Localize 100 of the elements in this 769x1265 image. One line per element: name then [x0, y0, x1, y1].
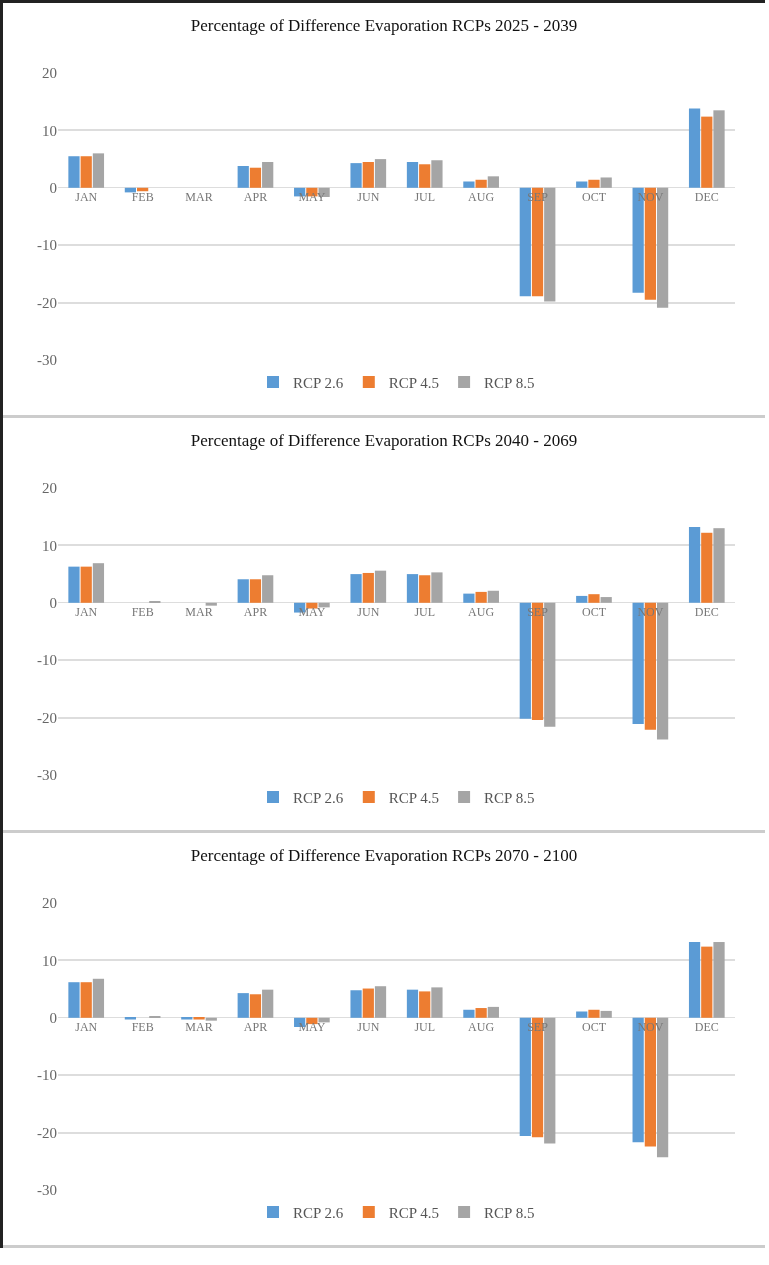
y-tick-label: 10: [42, 122, 57, 139]
legend-label: RCP 2.6: [293, 1204, 344, 1221]
x-tick-label: MAR: [185, 604, 213, 619]
bar: [249, 994, 262, 1018]
x-tick-label: JAN: [75, 1019, 98, 1034]
bar: [463, 1009, 475, 1018]
bar: [713, 942, 725, 1018]
x-tick-label: MAR: [185, 189, 213, 204]
y-tick-label: -20: [37, 709, 57, 726]
bar: [80, 566, 92, 603]
bar: [237, 993, 249, 1018]
x-tick-label: JUL: [414, 604, 436, 619]
legend-label: RCP 2.6: [293, 789, 344, 806]
x-tick-label: OCT: [581, 189, 607, 204]
bar: [588, 179, 600, 188]
bar: [431, 987, 443, 1018]
bar: [701, 946, 713, 1018]
bar: [688, 108, 701, 188]
x-tick-label: AUG: [468, 1019, 495, 1034]
bar: [318, 1017, 330, 1023]
bar: [262, 161, 274, 188]
x-tick-label: JUL: [414, 189, 436, 204]
bar: [362, 572, 374, 603]
bar: [600, 1010, 612, 1018]
legend-label: RCP 2.6: [293, 374, 344, 391]
bar: [713, 110, 725, 188]
bar: [487, 1006, 499, 1018]
bar: [463, 593, 475, 603]
y-tick-label: 20: [42, 480, 57, 497]
chart-title: Percentage of Difference Evaporation RCPs 2040 - 2069: [190, 431, 578, 451]
bar: [374, 570, 387, 603]
bar: [318, 602, 330, 608]
bar: [362, 161, 374, 188]
y-tick-label: 20: [42, 895, 57, 912]
x-tick-label: MAR: [185, 1019, 213, 1034]
y-tick-label: -20: [37, 1124, 57, 1141]
bar: [80, 156, 92, 188]
bar: [588, 1009, 600, 1018]
bar: [487, 590, 499, 603]
bar: [68, 566, 80, 603]
x-tick-label: FEB: [131, 604, 154, 619]
x-tick-label: OCT: [581, 604, 607, 619]
bar: [576, 181, 588, 188]
bar: [406, 161, 419, 188]
bar: [419, 164, 431, 188]
x-tick-label: JAN: [75, 189, 98, 204]
bar: [475, 179, 487, 188]
y-tick-label: -10: [37, 1067, 57, 1084]
bar: [262, 575, 274, 603]
bar: [68, 982, 80, 1018]
bar: [237, 165, 249, 188]
x-tick-label: MAY: [298, 1019, 326, 1034]
bar: [688, 527, 701, 603]
bar: [350, 574, 362, 603]
bar: [374, 986, 387, 1018]
bar: [588, 594, 600, 603]
bar: [487, 176, 499, 188]
bar: [205, 602, 217, 606]
bar: [249, 579, 262, 603]
y-tick-label: -20: [37, 294, 57, 311]
bar: [475, 591, 487, 603]
bar: [181, 1017, 193, 1020]
x-tick-label: MAY: [298, 604, 326, 619]
x-tick-label: FEB: [131, 189, 154, 204]
bar: [431, 160, 443, 188]
bar: [262, 989, 274, 1018]
bar: [350, 990, 362, 1018]
bar: [92, 153, 105, 188]
x-tick-label: AUG: [468, 604, 495, 619]
legend-label: RCP 8.5: [484, 374, 535, 391]
bar: [362, 988, 374, 1018]
bar: [600, 177, 612, 188]
bar: [713, 528, 725, 603]
bar: [249, 167, 262, 188]
x-tick-label: FEB: [131, 1019, 154, 1034]
bar: [92, 978, 105, 1018]
x-tick-label: DEC: [694, 604, 719, 619]
bar: [701, 532, 713, 603]
x-tick-label: APR: [243, 189, 268, 204]
bar: [237, 579, 249, 603]
bar: [406, 574, 419, 603]
chart-title: Percentage of Difference Evaporation RCPs 2070 - 2100: [190, 846, 578, 866]
legend-label: RCP 4.5: [388, 1204, 440, 1221]
bar: [124, 1017, 137, 1020]
bar: [431, 572, 443, 603]
y-tick-label: -30: [37, 767, 57, 784]
y-tick-label: 10: [42, 537, 57, 554]
y-tick-label: 0: [49, 595, 57, 612]
y-tick-label: -10: [37, 652, 57, 669]
legend-label: RCP 8.5: [484, 789, 535, 806]
bar: [68, 156, 80, 188]
bar: [205, 1017, 217, 1021]
bar: [92, 563, 105, 603]
bar: [576, 1011, 588, 1018]
x-tick-label: DEC: [694, 189, 719, 204]
bar: [350, 163, 362, 188]
x-tick-label: AUG: [468, 189, 495, 204]
x-tick-label: JAN: [75, 604, 98, 619]
bar: [600, 597, 612, 603]
bar: [80, 982, 92, 1018]
